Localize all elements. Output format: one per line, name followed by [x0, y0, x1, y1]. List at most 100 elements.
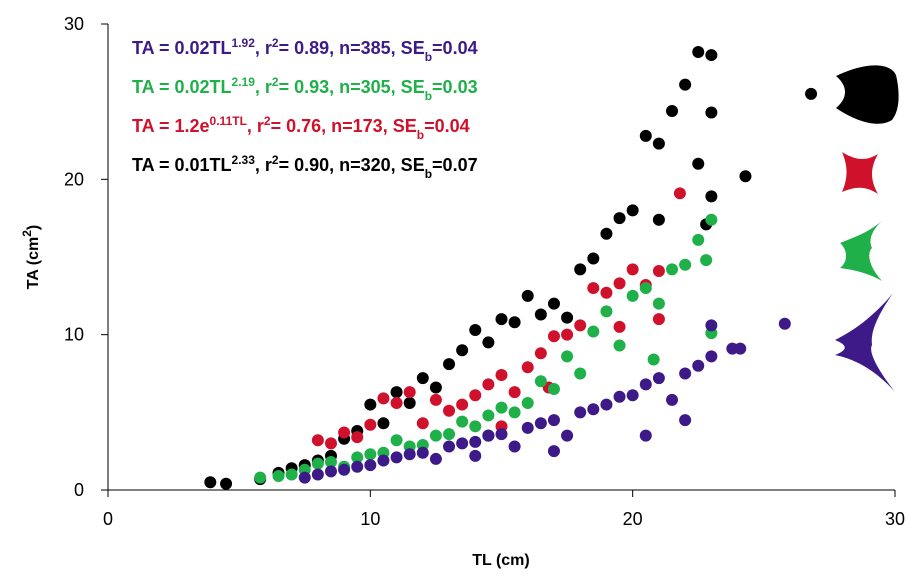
point [805, 87, 818, 100]
text-part: = 0.76, n=173, SE [271, 116, 417, 136]
point [338, 463, 351, 476]
point [220, 477, 233, 490]
point [574, 263, 587, 276]
tail-icon [842, 152, 878, 194]
point [390, 397, 403, 410]
point [639, 129, 652, 142]
text-part: =0.04 [432, 38, 478, 58]
point [403, 448, 416, 461]
point [652, 297, 665, 310]
point [364, 398, 377, 411]
point [679, 367, 692, 380]
point [692, 157, 705, 170]
point [600, 398, 613, 411]
point [679, 78, 692, 91]
point [600, 227, 613, 240]
equation: TA = 1.2e0.11TL, r2= 0.76, n=173, SEb=0.… [132, 114, 470, 142]
point [429, 452, 442, 465]
point [403, 386, 416, 399]
point [666, 104, 679, 117]
point [469, 324, 482, 337]
point [351, 431, 364, 444]
text-part: , r [255, 77, 272, 97]
point [390, 434, 403, 447]
text-part: 1.92 [232, 36, 256, 50]
point [547, 297, 560, 310]
equation: TA = 0.02TL1.92, r2= 0.89, n=385, SEb=0.… [132, 36, 478, 64]
text-part: = 0.90, n=320, SE [279, 155, 425, 175]
text-part: TA = 0.02TL [132, 38, 232, 58]
point [652, 313, 665, 326]
text-part: 2.19 [232, 75, 256, 89]
point [521, 421, 534, 434]
point [561, 328, 574, 341]
point [482, 336, 495, 349]
point [587, 252, 600, 265]
point [521, 361, 534, 374]
point [534, 417, 547, 430]
point [534, 375, 547, 388]
text-part: 2 [264, 114, 271, 128]
text-part: =0.04 [424, 116, 470, 136]
point [574, 319, 587, 332]
point [495, 313, 508, 326]
point [705, 350, 718, 363]
point [482, 429, 495, 442]
point [613, 339, 626, 352]
point [272, 470, 285, 483]
point [469, 449, 482, 462]
point [705, 49, 718, 62]
y-axis-title: TA (cm2) [20, 225, 42, 289]
point [547, 445, 560, 458]
point [390, 451, 403, 464]
x-axis-title: TL (cm) [472, 552, 529, 569]
equation: TA = 0.02TL2.19, r2= 0.93, n=305, SEb=0.… [132, 75, 478, 103]
point [561, 429, 574, 442]
point [298, 471, 311, 484]
text-part: , r [255, 155, 272, 175]
point [508, 406, 521, 419]
point [666, 263, 679, 276]
point [311, 457, 324, 470]
point [626, 263, 639, 276]
point [561, 311, 574, 324]
point [443, 428, 456, 441]
point [734, 342, 747, 355]
point [469, 435, 482, 448]
point [705, 319, 718, 332]
text-part: TA = 0.01TL [132, 155, 232, 175]
text-part: TA = 0.02TL [132, 77, 232, 97]
text-part: , r [247, 116, 264, 136]
point [311, 434, 324, 447]
point [626, 289, 639, 302]
point [364, 418, 377, 431]
point [639, 429, 652, 442]
point [456, 398, 469, 411]
y-tick-label: 30 [64, 14, 84, 34]
point [495, 428, 508, 441]
point [679, 414, 692, 427]
point [600, 305, 613, 318]
text-part: TA = 1.2e [132, 116, 210, 136]
point [443, 404, 456, 417]
point [324, 456, 337, 469]
point [495, 401, 508, 414]
point [429, 429, 442, 442]
point [547, 383, 560, 396]
point [626, 204, 639, 217]
point [587, 403, 600, 416]
text-part: 2 [272, 153, 279, 167]
point [647, 353, 660, 366]
y-tick-label: 0 [74, 480, 84, 500]
tail-icons [835, 65, 899, 392]
point [429, 393, 442, 406]
point [692, 45, 705, 58]
point [639, 378, 652, 391]
point [666, 393, 679, 406]
point [508, 440, 521, 453]
point [521, 397, 534, 410]
text-part: =0.07 [432, 155, 478, 175]
point [443, 358, 456, 371]
